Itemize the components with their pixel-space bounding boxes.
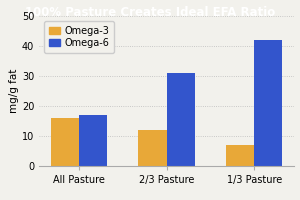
Bar <box>79 115 107 166</box>
Bar <box>254 40 282 166</box>
Legend: Omega-3, Omega-6: Omega-3, Omega-6 <box>44 21 114 53</box>
Y-axis label: mg/g fat: mg/g fat <box>9 69 19 113</box>
Text: 100% Pasture Creates Ideal EFA Ratio: 100% Pasture Creates Ideal EFA Ratio <box>25 5 275 19</box>
Bar <box>226 145 254 166</box>
Bar <box>138 130 167 166</box>
Bar <box>167 73 195 166</box>
Bar <box>51 118 79 166</box>
